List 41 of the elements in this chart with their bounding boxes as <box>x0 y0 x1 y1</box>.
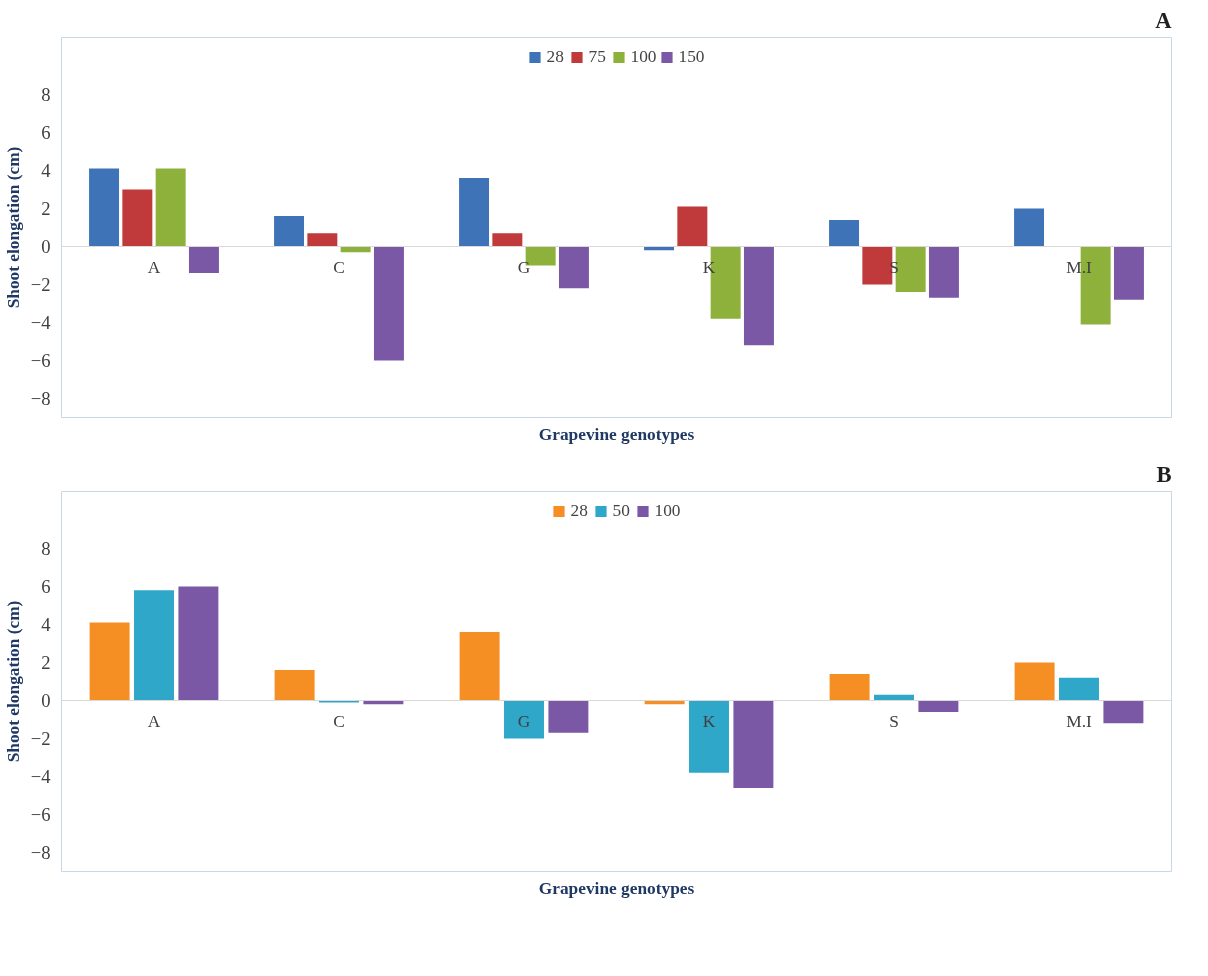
y-tick-label: 0 <box>41 690 51 711</box>
y-tick-label: −2 <box>30 728 51 749</box>
legend-label: 150 <box>678 47 705 67</box>
y-tick-label: −8 <box>30 842 51 863</box>
y-tick-label: 4 <box>41 160 52 181</box>
y-tick-label: 6 <box>41 576 51 597</box>
legend-label: 50 <box>612 501 631 521</box>
legend-label: 100 <box>630 47 657 67</box>
x-tick-label: C <box>333 257 345 277</box>
x-axis-title: Grapevine genotypes <box>538 424 695 444</box>
x-tick-label: K <box>702 711 716 731</box>
y-tick-label: 4 <box>41 614 52 635</box>
legend-label: 28 <box>570 501 589 521</box>
y-tick-label: 8 <box>41 538 51 559</box>
x-tick-label: C <box>333 711 345 731</box>
y-tick-label: −6 <box>30 350 51 371</box>
y-axis-title: Shoot elongation (cm) <box>3 146 23 309</box>
chart-title: A <box>1155 7 1173 33</box>
x-axis-title: Grapevine genotypes <box>538 878 695 898</box>
y-tick-label: −4 <box>30 312 52 333</box>
x-tick-label: G <box>517 257 531 277</box>
y-tick-label: −2 <box>30 274 51 295</box>
y-tick-label: 0 <box>41 236 51 257</box>
chart-title: B <box>1156 461 1172 487</box>
y-tick-label: 2 <box>41 652 51 673</box>
y-tick-label: 8 <box>41 84 51 105</box>
x-tick-label: A <box>147 257 161 277</box>
y-axis-title: Shoot elongation (cm) <box>3 600 23 763</box>
y-tick-label: 6 <box>41 122 51 143</box>
x-tick-label: G <box>517 711 531 731</box>
y-tick-label: −6 <box>30 804 51 825</box>
legend-label: 28 <box>546 47 565 67</box>
y-tick-label: −8 <box>30 388 51 409</box>
y-tick-label: 2 <box>41 198 51 219</box>
x-tick-label: S <box>889 711 899 731</box>
x-tick-label: M.I <box>1066 711 1092 731</box>
x-tick-label: A <box>147 711 161 731</box>
legend-label: 75 <box>588 47 607 67</box>
y-tick-label: −4 <box>30 766 52 787</box>
x-tick-label: S <box>889 257 899 277</box>
legend-label: 100 <box>654 501 681 521</box>
